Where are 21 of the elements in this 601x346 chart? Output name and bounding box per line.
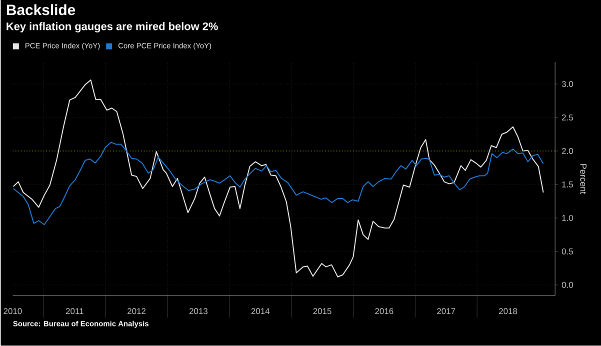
y-tick-label: 3.0 — [562, 81, 573, 88]
x-tick-label: 2010 — [4, 308, 22, 314]
x-tick-label: 2011 — [66, 308, 84, 314]
y-tick-label: 0.5 — [562, 248, 573, 255]
x-tick-label: 2012 — [128, 308, 146, 314]
y-tick-label: 1.5 — [562, 182, 573, 188]
y-tick-label: 2.5 — [562, 114, 573, 121]
y-axis-title: Percent — [580, 164, 586, 194]
x-tick-label: 2016 — [375, 308, 394, 314]
x-tick-label: 2018 — [499, 308, 518, 314]
x-tick-label: 2017 — [437, 308, 456, 314]
y-tick-label: 1.0 — [562, 215, 573, 222]
chart-subtitle: Key inflation gauges are mired below 2% — [6, 22, 218, 33]
y-tick-label: 2.0 — [562, 148, 573, 154]
line-series — [12, 80, 544, 278]
y-tick-label: 0.0 — [562, 282, 573, 288]
line-series — [12, 142, 544, 226]
x-tick-label: 2013 — [189, 308, 208, 314]
x-tick-label: 2015 — [313, 308, 332, 314]
x-tick-label: 2014 — [251, 308, 270, 314]
chart-title: Backslide — [6, 4, 76, 16]
